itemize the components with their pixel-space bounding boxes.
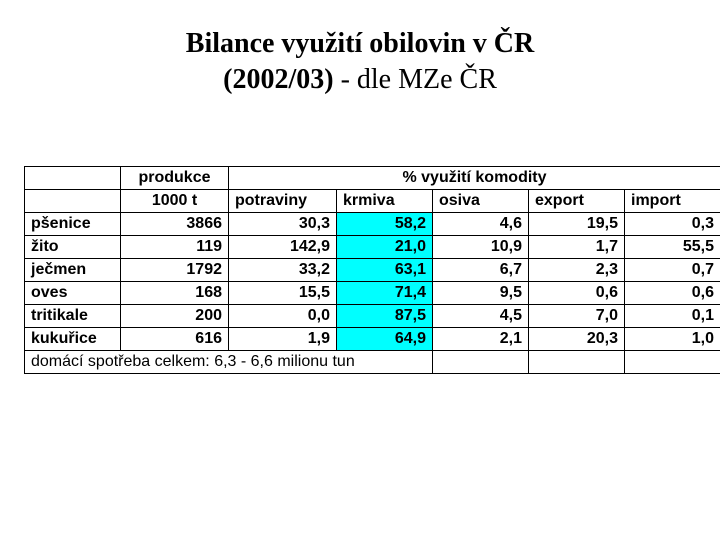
- cell-potraviny: 30,3: [229, 213, 337, 236]
- row-label: ječmen: [25, 259, 121, 282]
- cell-import: 55,5: [625, 236, 720, 259]
- cell-export: 2,3: [529, 259, 625, 282]
- cell-potraviny: 33,2: [229, 259, 337, 282]
- title-line2-bold: (2002/03): [223, 64, 333, 95]
- cell-import: 0,6: [625, 282, 720, 305]
- header-vyuziti: % využití komodity: [229, 167, 720, 190]
- cell-export: 7,0: [529, 305, 625, 328]
- footer-empty: [625, 351, 720, 374]
- cell-krmiva: 71,4: [337, 282, 433, 305]
- header-produkce: produkce: [121, 167, 229, 190]
- cell-krmiva: 58,2: [337, 213, 433, 236]
- row-label: pšenice: [25, 213, 121, 236]
- cell-import: 0,1: [625, 305, 720, 328]
- header-empty: [25, 167, 121, 190]
- table-wrap: produkce % využití komodity 1000 t potra…: [0, 136, 720, 374]
- cell-export: 1,7: [529, 236, 625, 259]
- cell-import: 0,7: [625, 259, 720, 282]
- cell-import: 0,3: [625, 213, 720, 236]
- header2-import: import: [625, 190, 720, 213]
- table-row: pšenice 3866 30,3 58,2 4,6 19,5 0,3: [25, 213, 720, 236]
- cell-produkce: 168: [121, 282, 229, 305]
- row-label: kukuřice: [25, 328, 121, 351]
- title-line2: (2002/03) - dle MZe ČR: [0, 64, 720, 96]
- grain-table: produkce % využití komodity 1000 t potra…: [24, 166, 720, 374]
- cell-produkce: 616: [121, 328, 229, 351]
- header-row-1: produkce % využití komodity: [25, 167, 720, 190]
- cell-produkce: 3866: [121, 213, 229, 236]
- footer-text: domácí spotřeba celkem: 6,3 - 6,6 milion…: [25, 351, 433, 374]
- row-label: tritikale: [25, 305, 121, 328]
- cell-osiva: 4,5: [433, 305, 529, 328]
- cell-krmiva: 64,9: [337, 328, 433, 351]
- cell-krmiva: 21,0: [337, 236, 433, 259]
- table-row: kukuřice 616 1,9 64,9 2,1 20,3 1,0: [25, 328, 720, 351]
- cell-potraviny: 1,9: [229, 328, 337, 351]
- footer-empty: [529, 351, 625, 374]
- cell-potraviny: 0,0: [229, 305, 337, 328]
- cell-produkce: 119: [121, 236, 229, 259]
- cell-import: 1,0: [625, 328, 720, 351]
- header2-osiva: osiva: [433, 190, 529, 213]
- cell-osiva: 6,7: [433, 259, 529, 282]
- cell-osiva: 2,1: [433, 328, 529, 351]
- cell-krmiva: 87,5: [337, 305, 433, 328]
- title-block: Bilance využití obilovin v ČR (2002/03) …: [0, 0, 720, 136]
- cell-osiva: 9,5: [433, 282, 529, 305]
- cell-produkce: 200: [121, 305, 229, 328]
- cell-osiva: 4,6: [433, 213, 529, 236]
- header2-empty: [25, 190, 121, 213]
- title-line1: Bilance využití obilovin v ČR: [0, 28, 720, 60]
- footer-empty: [433, 351, 529, 374]
- cell-osiva: 10,9: [433, 236, 529, 259]
- cell-krmiva: 63,1: [337, 259, 433, 282]
- header2-krmiva: krmiva: [337, 190, 433, 213]
- table-row: oves 168 15,5 71,4 9,5 0,6 0,6: [25, 282, 720, 305]
- header-row-2: 1000 t potraviny krmiva osiva export imp…: [25, 190, 720, 213]
- row-label: oves: [25, 282, 121, 305]
- row-label: žito: [25, 236, 121, 259]
- cell-export: 19,5: [529, 213, 625, 236]
- table-row: tritikale 200 0,0 87,5 4,5 7,0 0,1: [25, 305, 720, 328]
- header2-export: export: [529, 190, 625, 213]
- footer-row: domácí spotřeba celkem: 6,3 - 6,6 milion…: [25, 351, 720, 374]
- title-line2-rest: - dle MZe ČR: [334, 64, 497, 95]
- table-row: ječmen 1792 33,2 63,1 6,7 2,3 0,7: [25, 259, 720, 282]
- cell-produkce: 1792: [121, 259, 229, 282]
- cell-export: 20,3: [529, 328, 625, 351]
- header2-potraviny: potraviny: [229, 190, 337, 213]
- cell-export: 0,6: [529, 282, 625, 305]
- table-row: žito 119 142,9 21,0 10,9 1,7 55,5: [25, 236, 720, 259]
- header2-1000t: 1000 t: [121, 190, 229, 213]
- cell-potraviny: 15,5: [229, 282, 337, 305]
- cell-potraviny: 142,9: [229, 236, 337, 259]
